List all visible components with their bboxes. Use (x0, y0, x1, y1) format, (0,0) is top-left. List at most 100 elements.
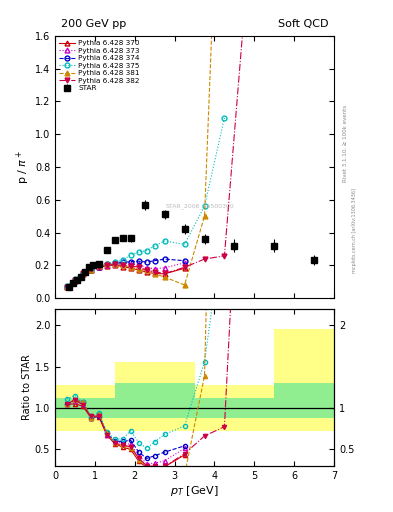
Pythia 6.428 370 (105, 263, 109, 269)
Pythia 6.428 375 (88, 266, 93, 272)
Pythia 6.428 381 (112, 262, 117, 268)
Pythia 6.428 370 (129, 265, 133, 271)
Pythia 6.428 374 (144, 259, 149, 265)
Pythia 6.428 382 (112, 262, 117, 268)
Pythia 6.428 370 (81, 271, 85, 277)
Pythia 6.428 373 (97, 264, 101, 270)
Pythia 6.428 375 (144, 247, 149, 253)
Pythia 6.428 375 (136, 249, 141, 255)
Pythia 6.428 381 (120, 262, 125, 268)
Pythia 6.428 381 (105, 262, 109, 268)
Pythia 6.428 381 (81, 270, 85, 276)
Pythia 6.428 382 (81, 270, 85, 276)
Y-axis label: Ratio to STAR: Ratio to STAR (22, 354, 32, 420)
Pythia 6.428 375 (129, 251, 133, 258)
Pythia 6.428 381 (73, 277, 77, 283)
Pythia 6.428 374 (81, 270, 85, 276)
Pythia 6.428 375 (222, 115, 227, 121)
Pythia 6.428 382 (242, 8, 247, 14)
Pythia 6.428 370 (144, 269, 149, 275)
Pythia 6.428 370 (162, 271, 167, 277)
Pythia 6.428 373 (129, 262, 133, 268)
Line: Pythia 6.428 375: Pythia 6.428 375 (64, 115, 227, 289)
Pythia 6.428 370 (112, 262, 117, 268)
Pythia 6.428 382 (129, 263, 133, 269)
Pythia 6.428 382 (222, 253, 227, 259)
Pythia 6.428 374 (73, 277, 77, 283)
Pythia 6.428 375 (97, 263, 101, 269)
Text: Rivet 3.1.10, ≥ 100k events: Rivet 3.1.10, ≥ 100k events (343, 105, 348, 182)
Pythia 6.428 381 (202, 213, 207, 219)
Pythia 6.428 373 (73, 278, 77, 284)
Pythia 6.428 373 (105, 262, 109, 268)
Pythia 6.428 373 (88, 267, 93, 273)
Pythia 6.428 370 (136, 267, 141, 273)
Pythia 6.428 381 (152, 271, 157, 277)
Pythia 6.428 374 (120, 259, 125, 265)
Pythia 6.428 382 (97, 264, 101, 270)
Pythia 6.428 370 (152, 270, 157, 276)
Line: Pythia 6.428 370: Pythia 6.428 370 (64, 263, 187, 289)
Pythia 6.428 382 (144, 267, 149, 273)
Pythia 6.428 382 (136, 264, 141, 270)
Legend: Pythia 6.428 370, Pythia 6.428 373, Pythia 6.428 374, Pythia 6.428 375, Pythia 6: Pythia 6.428 370, Pythia 6.428 373, Pyth… (58, 39, 141, 93)
Line: Pythia 6.428 374: Pythia 6.428 374 (64, 257, 187, 289)
Pythia 6.428 375 (73, 276, 77, 282)
Pythia 6.428 381 (97, 263, 101, 269)
Pythia 6.428 375 (64, 283, 69, 289)
Pythia 6.428 382 (64, 284, 69, 290)
Pythia 6.428 374 (182, 258, 187, 264)
Pythia 6.428 382 (202, 256, 207, 262)
Pythia 6.428 375 (120, 258, 125, 264)
Pythia 6.428 375 (202, 203, 207, 209)
Pythia 6.428 375 (162, 238, 167, 244)
Pythia 6.428 382 (162, 270, 167, 276)
Pythia 6.428 381 (162, 274, 167, 280)
Pythia 6.428 382 (88, 266, 93, 272)
Pythia 6.428 373 (182, 260, 187, 266)
Pythia 6.428 373 (152, 266, 157, 272)
Pythia 6.428 375 (105, 261, 109, 267)
Pythia 6.428 382 (152, 269, 157, 275)
Pythia 6.428 374 (129, 259, 133, 265)
Pythia 6.428 381 (129, 264, 133, 270)
Pythia 6.428 382 (73, 277, 77, 283)
Pythia 6.428 381 (88, 267, 93, 273)
Pythia 6.428 374 (105, 262, 109, 268)
Pythia 6.428 381 (64, 284, 69, 290)
Pythia 6.428 375 (182, 241, 187, 247)
Pythia 6.428 373 (120, 261, 125, 267)
Pythia 6.428 370 (64, 284, 69, 290)
Pythia 6.428 375 (112, 259, 117, 265)
Pythia 6.428 373 (144, 265, 149, 271)
Text: Soft QCD: Soft QCD (278, 19, 329, 29)
Pythia 6.428 374 (162, 256, 167, 262)
Pythia 6.428 370 (182, 265, 187, 271)
Pythia 6.428 374 (136, 258, 141, 264)
Text: 200 GeV pp: 200 GeV pp (61, 19, 126, 29)
Line: Pythia 6.428 381: Pythia 6.428 381 (64, 0, 227, 289)
Pythia 6.428 374 (152, 258, 157, 264)
Pythia 6.428 381 (136, 266, 141, 272)
Pythia 6.428 382 (105, 262, 109, 268)
Pythia 6.428 381 (144, 267, 149, 273)
Pythia 6.428 373 (81, 270, 85, 276)
Pythia 6.428 382 (120, 262, 125, 268)
Pythia 6.428 381 (182, 282, 187, 288)
Pythia 6.428 374 (88, 267, 93, 273)
Pythia 6.428 373 (112, 261, 117, 267)
Line: Pythia 6.428 373: Pythia 6.428 373 (64, 261, 187, 289)
Pythia 6.428 374 (64, 284, 69, 290)
Pythia 6.428 370 (120, 264, 125, 270)
Text: mcplots.cern.ch [arXiv:1306.3436]: mcplots.cern.ch [arXiv:1306.3436] (352, 188, 357, 273)
Y-axis label: p / $\pi^+$: p / $\pi^+$ (15, 150, 32, 184)
Pythia 6.428 375 (152, 243, 157, 249)
Pythia 6.428 382 (182, 264, 187, 270)
X-axis label: $p_T$ [GeV]: $p_T$ [GeV] (170, 483, 219, 498)
Pythia 6.428 373 (64, 284, 69, 290)
Pythia 6.428 375 (81, 270, 85, 276)
Text: STAR_2006_S6500300: STAR_2006_S6500300 (166, 203, 235, 209)
Pythia 6.428 374 (97, 264, 101, 270)
Line: Pythia 6.428 382: Pythia 6.428 382 (64, 9, 247, 289)
Pythia 6.428 373 (162, 265, 167, 271)
